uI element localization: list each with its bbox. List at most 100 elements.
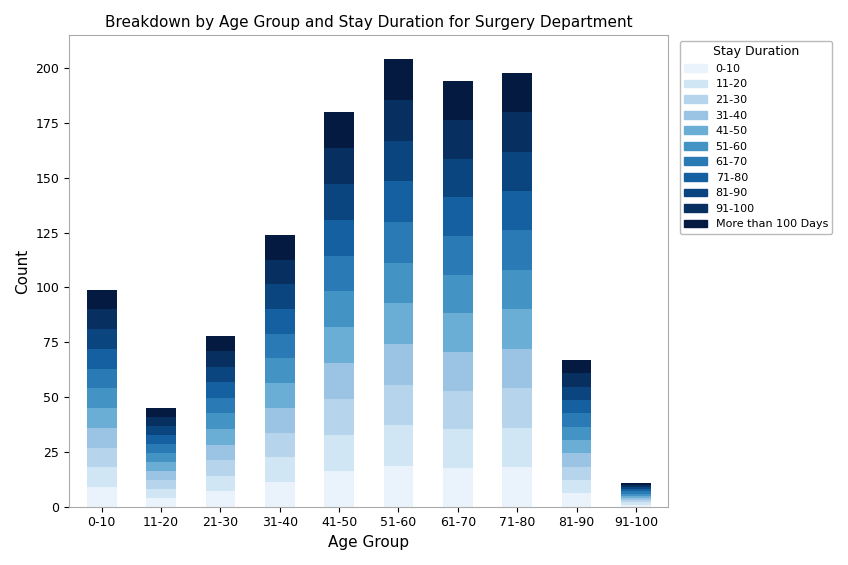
Bar (383, 181, 413, 222)
Bar (561, 386, 591, 400)
Bar (502, 73, 532, 112)
Bar (621, 502, 650, 505)
Bar (502, 467, 532, 507)
Bar (502, 231, 532, 270)
Bar (383, 222, 413, 263)
Bar (87, 467, 117, 487)
Bar (324, 184, 354, 220)
X-axis label: Age Group: Age Group (328, 535, 410, 550)
Bar (443, 314, 472, 352)
Bar (87, 447, 117, 467)
Bar (147, 471, 176, 480)
Bar (383, 303, 413, 344)
Bar (87, 329, 117, 349)
Bar (502, 270, 532, 310)
Bar (205, 383, 235, 398)
Bar (265, 259, 294, 284)
Bar (561, 400, 591, 413)
Bar (443, 391, 472, 429)
Bar (147, 435, 176, 444)
Bar (383, 425, 413, 466)
Bar (265, 433, 294, 457)
Bar (443, 197, 472, 236)
Bar (621, 494, 650, 496)
Bar (561, 480, 591, 493)
Bar (621, 500, 650, 502)
Bar (324, 471, 354, 507)
Bar (383, 466, 413, 507)
Bar (621, 483, 650, 485)
Bar (205, 367, 235, 383)
Bar (561, 467, 591, 480)
Bar (561, 427, 591, 440)
Bar (324, 327, 354, 363)
Bar (561, 373, 591, 386)
Title: Breakdown by Age Group and Stay Duration for Surgery Department: Breakdown by Age Group and Stay Duration… (105, 15, 633, 30)
Bar (324, 363, 354, 399)
Bar (443, 159, 472, 197)
Bar (621, 485, 650, 487)
Bar (561, 413, 591, 427)
Bar (87, 310, 117, 329)
Bar (324, 112, 354, 148)
Bar (265, 334, 294, 358)
Bar (443, 81, 472, 120)
Bar (502, 310, 532, 349)
Bar (502, 112, 532, 151)
Bar (265, 383, 294, 408)
Bar (561, 493, 591, 507)
Bar (265, 482, 294, 507)
Bar (324, 435, 354, 471)
Bar (265, 284, 294, 309)
Bar (621, 505, 650, 507)
Bar (621, 492, 650, 494)
Bar (205, 429, 235, 445)
Bar (265, 358, 294, 383)
Bar (147, 462, 176, 471)
Bar (502, 349, 532, 388)
Bar (561, 440, 591, 453)
Bar (324, 255, 354, 292)
Bar (205, 414, 235, 429)
Bar (87, 388, 117, 408)
Bar (205, 445, 235, 460)
Bar (621, 489, 650, 492)
Bar (502, 151, 532, 191)
Bar (87, 408, 117, 428)
Bar (502, 388, 532, 428)
Bar (324, 148, 354, 184)
Bar (383, 59, 413, 100)
Bar (561, 453, 591, 467)
Bar (443, 236, 472, 275)
Bar (324, 292, 354, 327)
Bar (621, 498, 650, 500)
Bar (205, 491, 235, 507)
Bar (443, 468, 472, 507)
Y-axis label: Count: Count (15, 249, 30, 294)
Bar (147, 453, 176, 462)
Legend: 0-10, 11-20, 21-30, 31-40, 41-50, 51-60, 61-70, 71-80, 81-90, 91-100, More than : 0-10, 11-20, 21-30, 31-40, 41-50, 51-60,… (680, 41, 833, 234)
Bar (205, 336, 235, 351)
Bar (324, 220, 354, 255)
Bar (147, 480, 176, 489)
Bar (502, 428, 532, 467)
Bar (383, 141, 413, 181)
Bar (87, 290, 117, 310)
Bar (147, 498, 176, 507)
Bar (324, 399, 354, 435)
Bar (87, 349, 117, 368)
Bar (265, 408, 294, 433)
Bar (87, 487, 117, 507)
Bar (87, 428, 117, 447)
Bar (87, 368, 117, 388)
Bar (621, 496, 650, 498)
Bar (265, 457, 294, 482)
Bar (383, 263, 413, 303)
Bar (443, 120, 472, 159)
Bar (205, 476, 235, 491)
Bar (621, 487, 650, 489)
Bar (205, 351, 235, 367)
Bar (443, 429, 472, 468)
Bar (205, 398, 235, 414)
Bar (265, 235, 294, 259)
